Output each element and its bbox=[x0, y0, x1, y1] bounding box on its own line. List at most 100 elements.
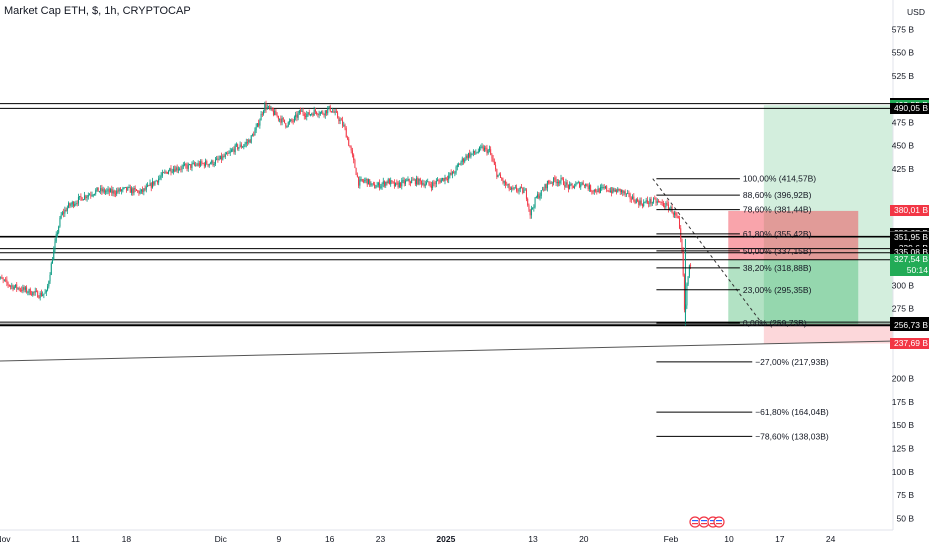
candle-body bbox=[12, 285, 14, 290]
candle-body bbox=[198, 163, 200, 166]
candle-body bbox=[424, 184, 426, 186]
candle-body bbox=[328, 106, 330, 109]
candle-body bbox=[678, 218, 680, 229]
price-tick-label: 150 B bbox=[892, 420, 915, 430]
candle-body bbox=[359, 179, 361, 186]
candle-body bbox=[348, 138, 350, 146]
candle-body bbox=[604, 186, 606, 189]
candle-body bbox=[543, 189, 545, 191]
candle-body bbox=[504, 181, 506, 185]
candle-body bbox=[327, 108, 329, 114]
candle-body bbox=[8, 284, 10, 286]
candle-body bbox=[119, 188, 121, 192]
price-label-box: 351,95 B bbox=[890, 231, 929, 243]
candle-body bbox=[599, 187, 601, 193]
candle-body bbox=[400, 182, 402, 187]
candle-body bbox=[216, 158, 218, 160]
candle-body bbox=[318, 114, 320, 116]
candle-body bbox=[397, 182, 399, 188]
candle-body bbox=[33, 291, 35, 293]
flag-stripe bbox=[692, 520, 698, 522]
candle-body bbox=[29, 289, 31, 295]
candle-body bbox=[43, 293, 45, 295]
economic-events[interactable] bbox=[689, 516, 725, 528]
fib-level-label: 50,00% (337,15B) bbox=[743, 246, 812, 256]
candle-body bbox=[275, 110, 277, 116]
candle-body bbox=[654, 198, 656, 200]
time-tick-label: 20 bbox=[579, 534, 589, 544]
candle-body bbox=[264, 104, 266, 111]
candle-body bbox=[300, 110, 302, 112]
time-axis[interactable]: Nov 11 18 Dic 9 16 23 2025 13 20 Feb 10 17 24 bbox=[0, 529, 893, 544]
candle-body bbox=[95, 190, 97, 194]
candle-body bbox=[393, 182, 395, 187]
candle-body bbox=[61, 212, 63, 215]
candle-body bbox=[435, 180, 437, 185]
candle-body bbox=[174, 169, 176, 172]
fib-level-label: 61,80% (355,42B) bbox=[743, 229, 812, 239]
candle-body bbox=[156, 180, 158, 183]
candle-body bbox=[384, 181, 386, 186]
candle-body bbox=[232, 149, 234, 151]
candle-body bbox=[628, 193, 630, 194]
candle-body bbox=[129, 187, 131, 193]
candle-body bbox=[656, 201, 658, 203]
long-target-zone-lower bbox=[763, 259, 893, 325]
candle-body bbox=[580, 184, 582, 188]
candle-body bbox=[10, 285, 12, 287]
candle-body bbox=[634, 201, 636, 204]
candle-body bbox=[54, 241, 56, 250]
candle-body bbox=[180, 168, 182, 170]
candle-body bbox=[401, 180, 403, 187]
candle-body bbox=[186, 165, 188, 169]
candle-body bbox=[549, 182, 551, 184]
candle-body bbox=[688, 265, 690, 277]
candle-body bbox=[126, 186, 128, 191]
candle-body bbox=[351, 150, 353, 155]
candle-body bbox=[645, 200, 647, 203]
candle-body bbox=[139, 191, 141, 194]
candle-body bbox=[145, 186, 147, 190]
candle-body bbox=[627, 193, 629, 194]
fib-level-label: 23,00% (295,35B) bbox=[743, 285, 812, 295]
candle-body bbox=[555, 179, 557, 184]
candle-body bbox=[205, 161, 207, 167]
candle-body bbox=[293, 116, 295, 122]
candle-body bbox=[585, 184, 587, 187]
candle-body bbox=[290, 119, 292, 122]
candle-body bbox=[640, 200, 642, 205]
candle-body bbox=[116, 190, 118, 195]
candle-body bbox=[322, 111, 324, 115]
candle-body bbox=[519, 187, 521, 190]
candle-body bbox=[624, 191, 626, 195]
candle-body bbox=[380, 186, 382, 189]
candle-body bbox=[68, 203, 70, 208]
candle-body bbox=[306, 114, 308, 117]
candle-body bbox=[375, 187, 377, 189]
candle-body bbox=[55, 234, 57, 242]
flag-stripe bbox=[716, 520, 722, 522]
long-stop-zone bbox=[763, 324, 893, 344]
candle-body bbox=[425, 182, 427, 185]
candle-body bbox=[622, 190, 624, 193]
candle-body bbox=[379, 182, 381, 189]
candle-body bbox=[546, 181, 548, 189]
candle-body bbox=[151, 181, 153, 188]
candle-body bbox=[361, 179, 363, 181]
candle-body bbox=[480, 146, 482, 148]
price-tick-label: 175 B bbox=[892, 397, 915, 407]
candle-body bbox=[354, 159, 356, 169]
price-tick-label: 125 B bbox=[892, 443, 915, 453]
candle-body bbox=[620, 190, 622, 192]
candle-body bbox=[193, 163, 195, 165]
candle-body bbox=[639, 200, 641, 205]
candle-body bbox=[470, 153, 472, 157]
fib-level-label: 100,00% (414,57B) bbox=[743, 174, 816, 184]
candle-body bbox=[308, 112, 310, 116]
candle-body bbox=[286, 126, 288, 128]
position-zones bbox=[728, 105, 893, 344]
candle-body bbox=[211, 160, 213, 164]
candle-body bbox=[249, 140, 251, 143]
candle-body bbox=[279, 118, 281, 120]
